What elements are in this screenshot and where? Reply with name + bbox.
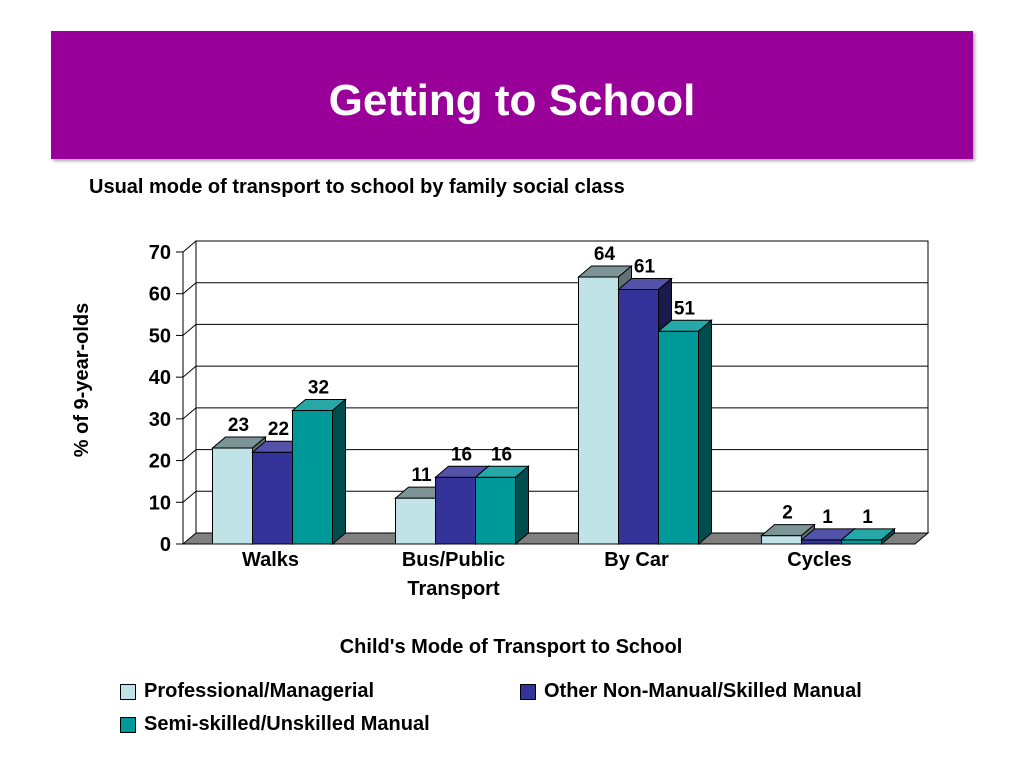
y-tick-label: 10: [149, 492, 171, 514]
data-label: 16: [491, 444, 512, 465]
bar: [841, 539, 882, 545]
bar-side: [881, 527, 895, 546]
gridline-side: [182, 324, 197, 336]
data-label: 2: [782, 503, 793, 524]
x-axis-title: Child's Mode of Transport to School: [340, 636, 683, 658]
y-tick-label: 40: [149, 367, 171, 389]
bar-side: [332, 398, 346, 546]
data-label: 64: [594, 244, 616, 265]
data-label: 61: [634, 257, 656, 278]
x-tick-label: Cycles: [787, 549, 852, 571]
x-tick-label: Walks: [242, 549, 299, 571]
legend-label: Professional/Managerial: [144, 680, 375, 702]
bar-side: [515, 465, 529, 546]
y-tick-label: 0: [160, 534, 171, 556]
slide-title: Getting to School: [328, 76, 696, 125]
gridline-side: [182, 282, 197, 295]
legend-label: Other Non-Manual/Skilled Manual: [544, 680, 862, 702]
y-tick-label: 30: [149, 409, 171, 431]
gridline-side: [182, 240, 197, 253]
data-label: 22: [268, 419, 289, 440]
data-label: 1: [822, 507, 833, 528]
data-label: 16: [451, 444, 472, 465]
legend-item-professional: Professional/Managerial: [120, 680, 374, 703]
bar: [658, 330, 699, 545]
bar: [212, 447, 253, 545]
legend-swatch: [520, 683, 536, 700]
bar: [475, 476, 516, 545]
x-tick-label: By Car: [604, 549, 669, 571]
y-axis-title: % of 9-year-olds: [71, 303, 93, 457]
bar: [395, 497, 436, 545]
legend-swatch: [120, 683, 136, 700]
bar-side: [698, 319, 712, 546]
legend-swatch: [120, 716, 136, 733]
bar: [252, 451, 293, 545]
bar: [801, 539, 842, 545]
bar: [761, 535, 802, 545]
bar: [435, 476, 476, 545]
title-band: Getting to School: [51, 31, 973, 159]
x-tick-label: Bus/Public: [402, 549, 505, 571]
gridline-side: [182, 365, 197, 378]
legend-label: Semi-skilled/Unskilled Manual: [144, 713, 430, 735]
gridline-side: [182, 407, 197, 420]
data-label: 11: [411, 465, 432, 486]
y-tick-label: 50: [149, 325, 171, 347]
legend-item-other-non-manual: Other Non-Manual/Skilled Manual: [520, 680, 862, 703]
bar: [618, 289, 659, 545]
x-tick-label: Transport: [407, 578, 500, 600]
bar: [578, 276, 619, 545]
data-label: 23: [228, 415, 249, 436]
y-tick-label: 70: [149, 242, 171, 264]
data-label: 32: [308, 378, 329, 399]
y-tick-label: 60: [149, 284, 171, 306]
bar: [292, 410, 333, 545]
data-label: 51: [674, 298, 696, 319]
gridline-side: [182, 449, 197, 461]
y-tick-label: 20: [149, 451, 171, 473]
chart-subtitle: Usual mode of transport to school by fam…: [89, 176, 625, 198]
data-label: 1: [862, 507, 873, 528]
legend-item-semi-skilled: Semi-skilled/Unskilled Manual: [120, 713, 430, 736]
gridline-side: [182, 490, 197, 503]
